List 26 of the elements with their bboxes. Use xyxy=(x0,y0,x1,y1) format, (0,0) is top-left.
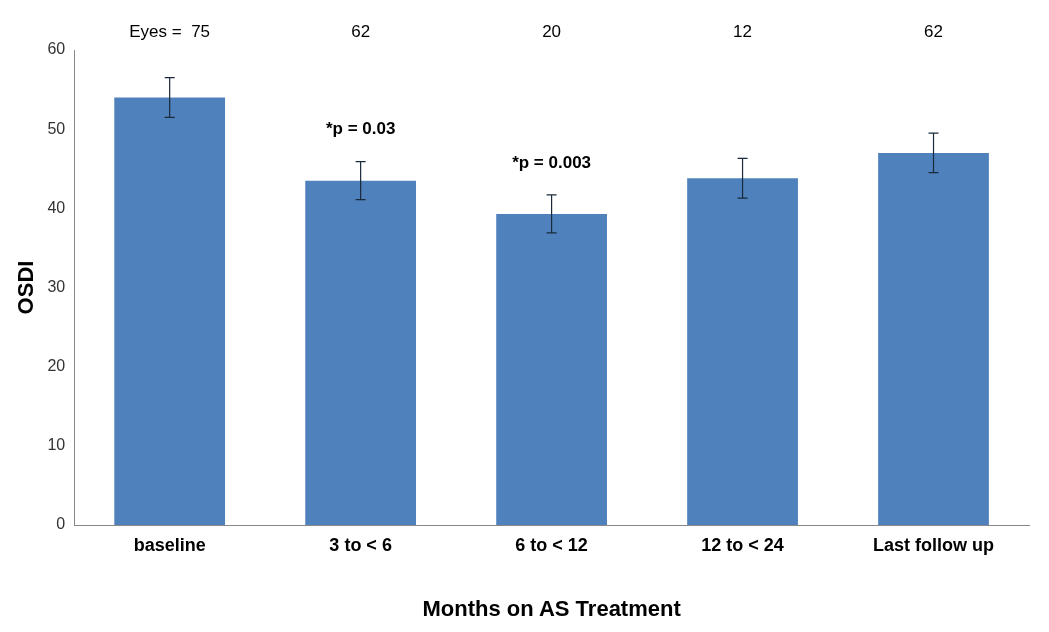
y-axis-title: OSDI xyxy=(13,260,39,315)
bar xyxy=(687,178,798,525)
y-tick-label: 60 xyxy=(47,40,66,58)
x-tick-label: 12 to < 24 xyxy=(701,534,784,555)
x-tick-label: baseline xyxy=(133,534,206,555)
y-tick-label: 10 xyxy=(47,436,66,454)
annotation: *p = 0.03 xyxy=(325,119,396,139)
x-tick-label: 6 to < 12 xyxy=(515,534,588,555)
text: 62 xyxy=(924,21,943,41)
y-tick-label: 20 xyxy=(47,357,66,375)
bar xyxy=(878,152,989,525)
y-tick-label: 50 xyxy=(47,119,66,137)
x-axis-title: Months on AS Treatment xyxy=(422,595,682,621)
text: 20 xyxy=(542,21,562,41)
bar xyxy=(496,213,607,525)
text: 12 xyxy=(733,21,753,41)
text: Eyes = 75 xyxy=(129,21,211,41)
y-tick-label: 30 xyxy=(47,277,66,295)
bar xyxy=(305,180,417,525)
annotation: *p = 0.003 xyxy=(512,152,592,172)
bar xyxy=(114,97,226,525)
text: 62 xyxy=(351,21,371,41)
x-tick-label: 3 to < 6 xyxy=(329,534,392,555)
x-tick-label: Last follow up xyxy=(873,534,995,555)
y-tick-label: 40 xyxy=(47,198,66,216)
y-tick-label: 0 xyxy=(56,515,66,533)
